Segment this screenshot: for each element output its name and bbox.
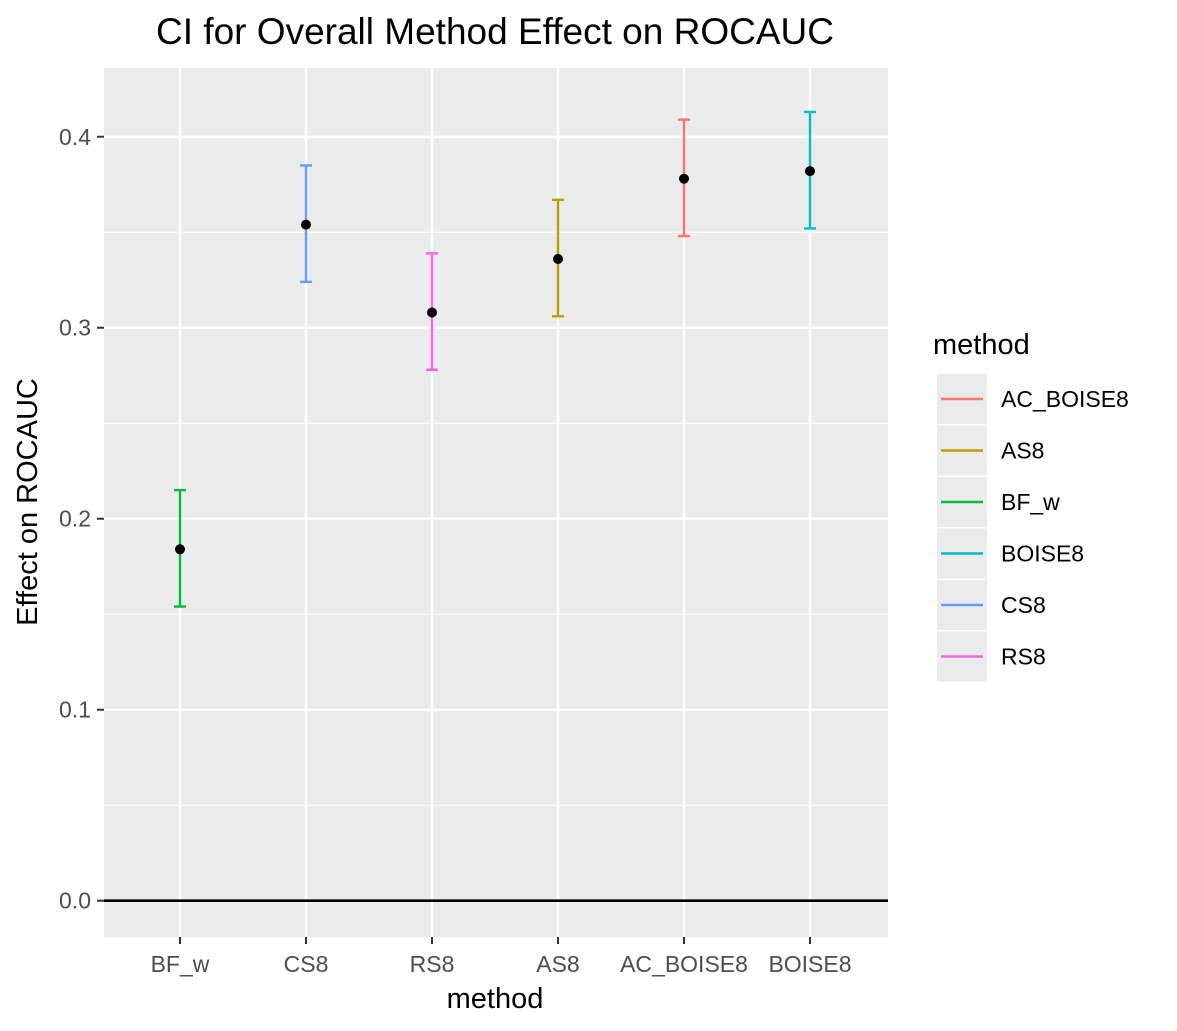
point-boise8 [805,166,815,177]
legend-item-ac-boise8: AC_BOISE8 [937,374,1129,424]
legend-label: AC_BOISE8 [1001,386,1129,412]
y-tick-label: 0.2 [59,506,91,532]
legend-title: method [933,329,1030,361]
point-as8 [553,253,563,264]
legend-label: AS8 [1001,438,1044,464]
x-axis-title: method [447,983,544,1015]
x-tick-label: BF_w [151,951,210,977]
legend-item-bf-w: BF_w [937,477,1060,527]
x-tick-label: CS8 [284,951,329,977]
y-tick-label: 0.0 [59,888,91,914]
legend-item-as8: AS8 [937,425,1044,476]
legend-label: CS8 [1001,592,1046,618]
legend-label: RS8 [1001,644,1046,670]
legend-item-rs8: RS8 [937,631,1046,682]
estimate-points [175,166,815,555]
legend-item-boise8: BOISE8 [937,528,1084,579]
legend-label: BOISE8 [1001,541,1084,567]
x-tick-label: BOISE8 [768,951,851,977]
plot-panel [104,68,888,937]
y-tick-label: 0.4 [59,124,91,150]
point-ac-boise8 [679,173,689,184]
legend-label: BF_w [1001,489,1060,515]
x-tick-label: AC_BOISE8 [620,951,748,977]
point-bf-w [175,544,185,555]
chart-title: CI for Overall Method Effect on ROCAUC [156,11,834,52]
point-cs8 [301,219,311,230]
y-axis-title: Effect on ROCAUC [12,378,44,626]
y-tick-label: 0.1 [59,697,91,723]
legend-item-cs8: CS8 [937,580,1046,630]
x-axis-ticks: BF_w CS8 RS8 AS8 AC_BOISE8 BOISE8 [151,937,852,977]
y-tick-label: 0.3 [59,315,91,341]
x-tick-label: AS8 [536,951,579,977]
point-rs8 [427,307,437,318]
legend: method AC_BOISE8 AS8 BF_w BOISE8 CS8 RS8 [933,329,1129,682]
legend-items: AC_BOISE8 AS8 BF_w BOISE8 CS8 RS8 [937,374,1129,682]
x-tick-label: RS8 [410,951,455,977]
y-axis-ticks: 0.0 0.1 0.2 0.3 0.4 [59,124,104,914]
